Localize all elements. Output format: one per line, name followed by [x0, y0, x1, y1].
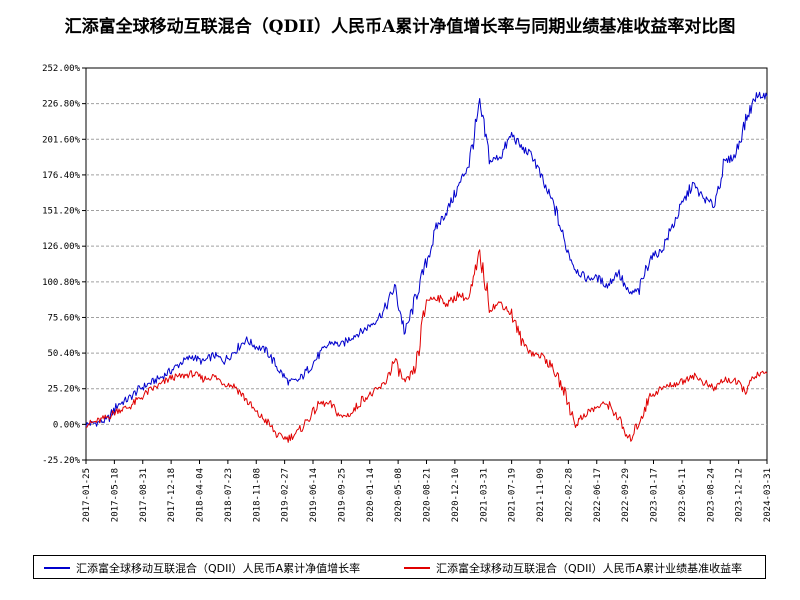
y-tick-label: 25.20% — [47, 385, 80, 395]
series-line-nav — [85, 91, 768, 427]
y-tick-label: -25.20% — [42, 456, 81, 466]
legend-label-benchmark: 汇添富全球移动互联混合（QDII）人民币A累计业绩基准收益率 — [436, 562, 743, 575]
chart-legend: 汇添富全球移动互联混合（QDII）人民币A累计净值增长率 汇添富全球移动互联混合… — [33, 555, 766, 579]
y-tick-label: 226.80% — [42, 100, 81, 110]
x-tick-label: 2020-05-08 — [394, 468, 404, 522]
x-tick-label: 2020-08-21 — [423, 468, 433, 522]
x-tick-label: 2023-05-11 — [678, 468, 688, 522]
y-tick-label: 176.40% — [42, 171, 81, 181]
legend-swatch-benchmark — [404, 567, 430, 569]
x-tick-label: 2023-12-12 — [735, 468, 745, 522]
x-tick-label: 2022-02-28 — [564, 468, 574, 522]
x-tick-label: 2017-01-25 — [82, 468, 92, 522]
x-tick-label: 2017-12-18 — [167, 468, 177, 522]
x-tick-label: 2023-01-17 — [650, 468, 660, 522]
legend-swatch-nav — [44, 567, 70, 569]
x-tick-label: 2022-09-29 — [621, 468, 631, 522]
x-tick-label: 2019-09-25 — [337, 468, 347, 522]
y-tick-label: 50.40% — [47, 349, 80, 359]
y-tick-label: 75.60% — [47, 313, 80, 323]
legend-label-nav: 汇添富全球移动互联混合（QDII）人民币A累计净值增长率 — [76, 562, 361, 575]
y-tick-label: 151.20% — [42, 207, 81, 217]
y-tick-label: 252.00% — [42, 64, 81, 74]
y-tick-label: 201.60% — [42, 135, 81, 145]
x-tick-label: 2017-05-18 — [110, 468, 120, 522]
x-tick-label: 2022-06-17 — [593, 468, 603, 522]
y-tick-label: 0.00% — [53, 420, 81, 430]
x-tick-label: 2021-07-19 — [508, 468, 518, 522]
x-tick-label: 2023-08-24 — [706, 468, 716, 522]
y-tick-label: 126.00% — [42, 242, 81, 252]
x-tick-label: 2021-03-31 — [479, 468, 489, 522]
x-tick-label: 2021-11-09 — [536, 468, 546, 522]
x-tick-label: 2024-03-31 — [763, 468, 773, 522]
series-line-benchmark — [85, 249, 768, 443]
chart-title: 汇添富全球移动互联混合（QDII）人民币A累计净值增长率与同期业绩基准收益率对比… — [64, 17, 736, 37]
x-tick-label: 2020-12-10 — [451, 468, 461, 522]
x-tick-label: 2018-07-23 — [224, 468, 234, 522]
x-tick-label: 2018-04-04 — [196, 468, 206, 522]
x-tick-label: 2019-06-14 — [309, 468, 319, 522]
y-tick-label: 100.80% — [42, 278, 81, 288]
x-tick-label: 2018-11-08 — [252, 468, 262, 522]
x-tick-label: 2017-08-31 — [139, 468, 149, 522]
x-tick-label: 2020-01-14 — [366, 468, 376, 522]
x-tick-label: 2019-02-27 — [281, 468, 291, 522]
